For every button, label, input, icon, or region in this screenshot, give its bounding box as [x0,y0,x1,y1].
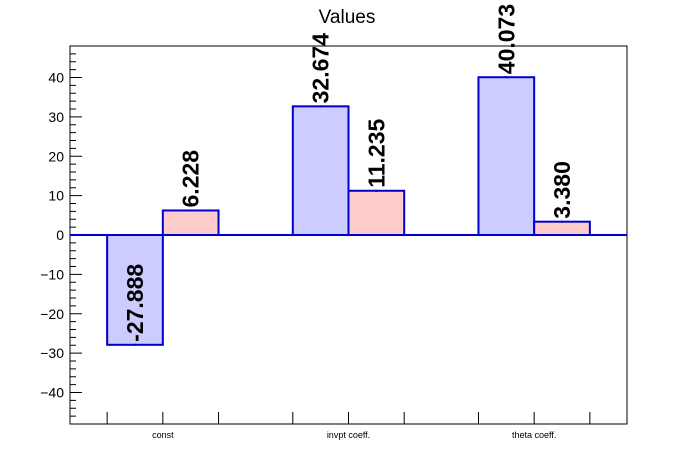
y-tick-label: −30 [40,345,64,361]
bar-value-label: 40.073 [493,4,519,74]
bar-value-label: 6.228 [178,150,204,208]
bar-value-label: -27.888 [122,264,148,342]
y-tick-label: 40 [48,70,64,86]
bar-value-label: 3.380 [549,161,575,219]
bar [533,220,591,237]
y-tick-label: −10 [40,266,64,282]
y-tick-label: 20 [48,148,64,164]
bar [161,209,220,236]
y-tick-label: 30 [48,109,64,125]
y-tick-label: 0 [56,227,64,243]
bar [291,105,350,236]
bar-value-label: 11.235 [363,118,389,187]
y-tick-label: −40 [40,385,64,401]
bar [477,76,536,237]
y-tick-label: −20 [40,306,64,322]
chart-title: Values [319,7,376,28]
bar [347,189,406,237]
chart-marks: −40 −30 −20 −10 0 10 20 30 40 const invpt coeff. th… [40,4,628,440]
bar-value-label: 32.674 [308,33,334,104]
x-category-label: theta coeff. [512,430,556,440]
x-category-label: const [152,430,174,440]
y-tick-label: 10 [48,188,64,204]
x-category-label: invpt coeff. [327,430,370,440]
